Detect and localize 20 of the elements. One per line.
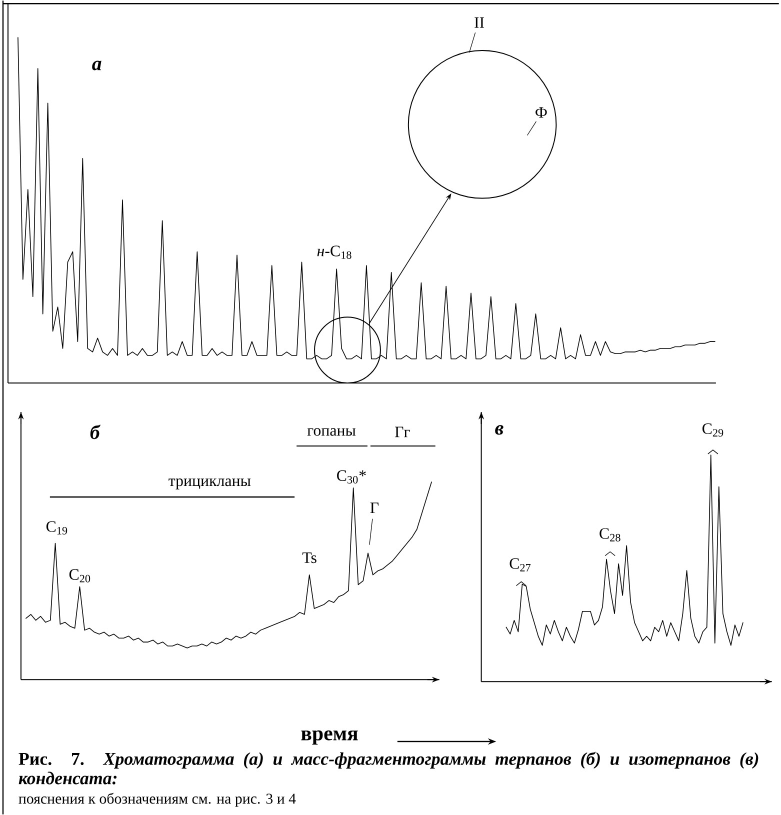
text: а — [92, 60, 102, 70]
x-axis-title: время — [301, 730, 358, 745]
annotation: н-C$_{18}$ — [317, 246, 352, 259]
chart-title: в — [495, 425, 504, 435]
text: Рис. 7. Хроматограмма (а) и масс-фрагментограммы терпанов (б) и изотерпанов (в) конденсата: — [18, 752, 758, 784]
annotation: Ф — [536, 107, 547, 118]
text: II — [474, 17, 484, 28]
annotation: Г — [370, 502, 379, 514]
text: гопаны — [307, 428, 356, 436]
annotation: C$_{28}$ — [600, 528, 620, 542]
text: Гг — [395, 426, 410, 438]
annotation: трицикланы — [168, 478, 251, 490]
annotation: C$_{19}$ — [46, 521, 68, 534]
annotation: C$_{20}$ — [69, 569, 90, 582]
text: C$_{29}$ — [702, 423, 724, 437]
text: пояснения к обозначениям см. на рис. 3 и 4 — [18, 792, 296, 807]
chart-title: б — [90, 424, 101, 440]
annotation: Ts — [302, 552, 316, 564]
annotation: C$_{27}$ — [510, 558, 531, 572]
annotation: C$_{30}$* — [337, 470, 366, 484]
